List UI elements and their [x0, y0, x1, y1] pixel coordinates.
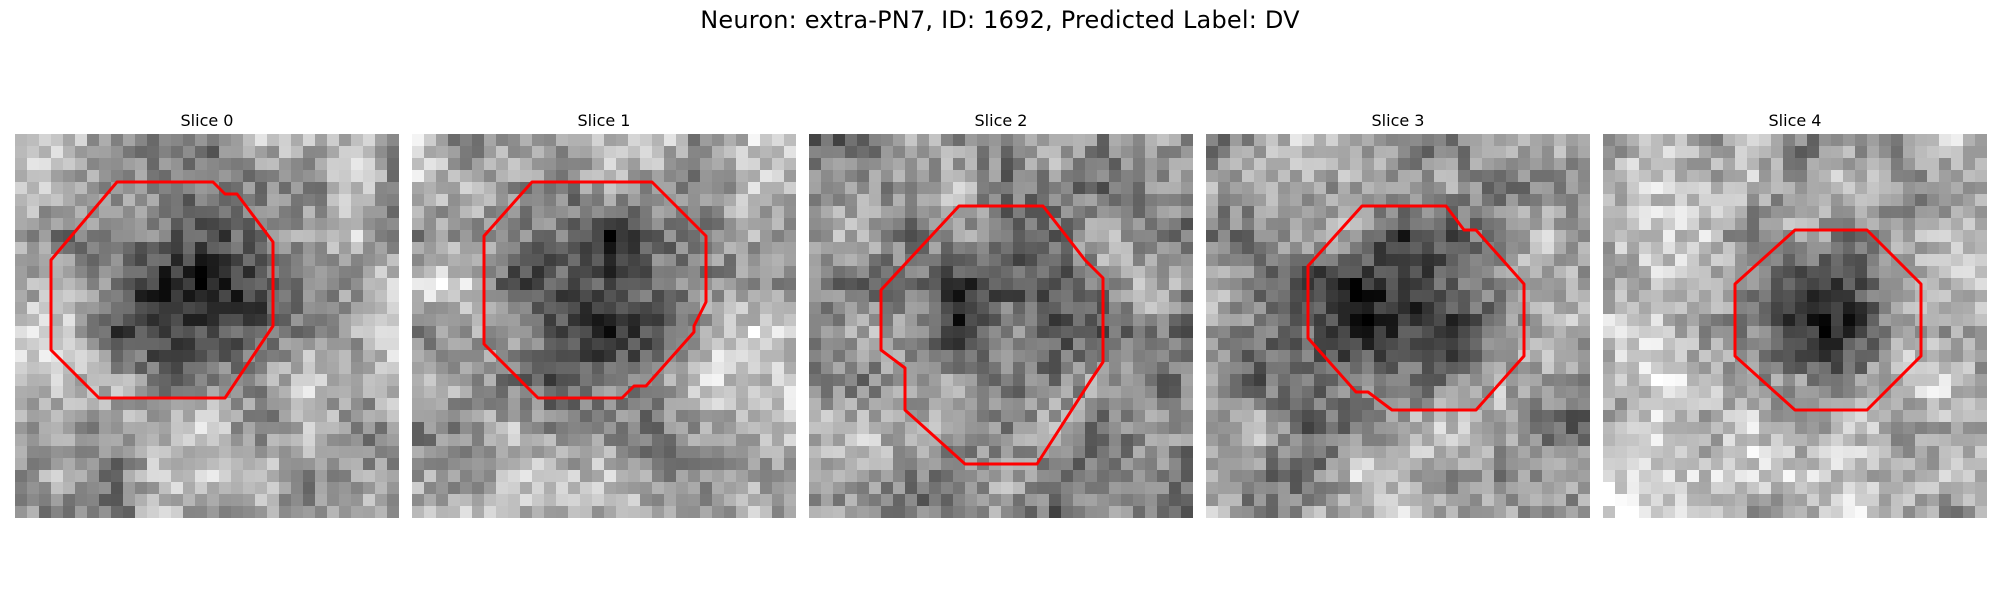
- slice-image-4: [1603, 134, 1987, 518]
- pixel-grid: [1603, 134, 1987, 518]
- slice-image-0: [15, 134, 399, 518]
- slice-panel-4: Slice 4: [1603, 108, 1987, 518]
- roi-contour: [879, 204, 1105, 466]
- slice-panel-0: Slice 0: [15, 108, 399, 518]
- pixel-grid: [412, 134, 796, 518]
- slice-panel-1: Slice 1: [412, 108, 796, 518]
- slice-title-4: Slice 4: [1768, 111, 1822, 130]
- slice-title-2: Slice 2: [974, 111, 1028, 130]
- slice-title-3: Slice 3: [1371, 111, 1425, 130]
- pixel-grid: [15, 134, 399, 518]
- figure-title: Neuron: extra-PN7, ID: 1692, Predicted L…: [700, 6, 1300, 34]
- slice-image-2: [809, 134, 1193, 518]
- slice-title-0: Slice 0: [180, 111, 234, 130]
- roi-contour: [482, 180, 708, 400]
- slice-panel-3: Slice 3: [1206, 108, 1590, 518]
- slice-image-1: [412, 134, 796, 518]
- pixel-grid: [1206, 134, 1590, 518]
- slice-title-1: Slice 1: [577, 111, 631, 130]
- pixel-grid: [809, 134, 1193, 518]
- slice-panel-2: Slice 2: [809, 108, 1193, 518]
- roi-contour: [1306, 204, 1526, 412]
- roi-contour: [1733, 228, 1923, 412]
- slice-image-3: [1206, 134, 1590, 518]
- roi-contour: [49, 180, 275, 400]
